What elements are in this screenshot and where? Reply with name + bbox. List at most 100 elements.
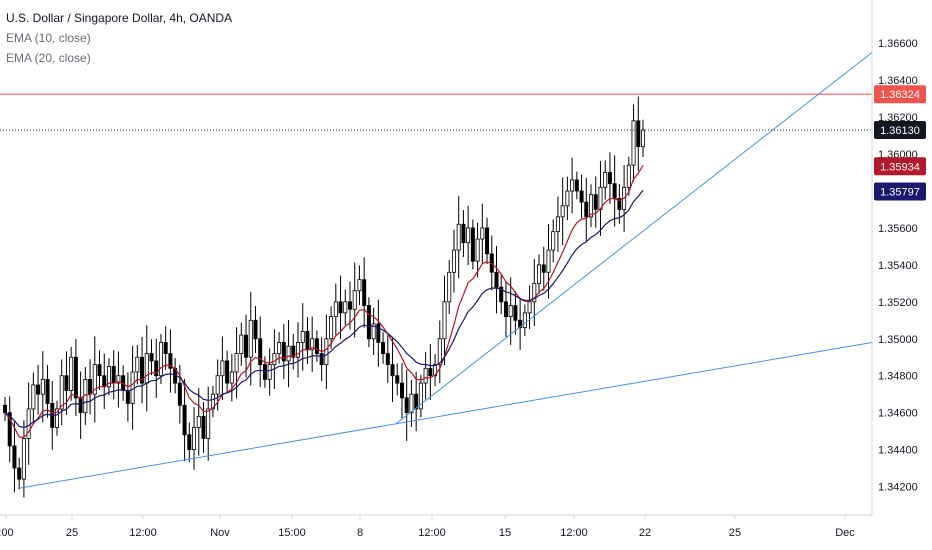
candle-body [31,384,36,410]
candle-body [579,190,584,203]
candle-body [451,249,456,273]
candle-body [40,379,45,395]
candle-body [376,323,381,343]
candle-body [144,353,149,384]
candle-body [92,364,97,395]
x-tick-label: Dec [835,527,855,539]
candle-body [106,366,111,388]
candle-body [229,371,234,384]
candle-body [192,427,197,450]
candle-body [187,434,192,450]
candle-body [135,356,140,373]
upper-trendline[interactable] [395,52,873,425]
ema20-tag [874,182,926,201]
candle-body [210,393,215,410]
ema10-tag-label: 1.35934 [880,161,920,173]
plot-area[interactable] [3,96,646,498]
candle-body [111,366,116,384]
candle-body [163,342,168,354]
candle-body [626,164,631,188]
candle-body [154,360,159,377]
candle-body [371,323,376,340]
x-tick-label: 12:00 [560,527,588,539]
candle-body [399,382,404,399]
symbol-title[interactable]: U.S. Dollar / Singapore Dollar, 4h, OAND… [6,11,233,25]
last-price-tag-label: 1.36130 [880,125,920,137]
candle-body [201,415,206,439]
candle-body [414,393,419,410]
candle-body [324,338,329,366]
y-tick-label: 1.36600 [878,38,918,50]
x-tick-label: :00 [0,527,14,539]
candle-body [456,223,461,251]
ema20-tag-label: 1.35797 [880,187,920,199]
chart-legend: U.S. Dollar / Singapore Dollar, 4h, OAND… [6,8,232,68]
candle-body [537,264,542,284]
candle-body [140,356,145,384]
candle-body [296,342,301,358]
candle-body [196,415,201,428]
time-axis[interactable]: :00 25 12:00 Nov 15:00 8 12:00 15 12:00 22 25 Dec [0,515,855,539]
candle-body [17,467,22,480]
candle-body [603,172,608,188]
candle-body [437,338,442,366]
candle-body [78,397,83,414]
candle-body [617,197,622,210]
candle-body [607,172,612,185]
candle-body [423,367,428,384]
x-tick-label: 15 [499,527,511,539]
candle-body [225,360,230,384]
y-tick-label: 1.34200 [878,482,918,494]
ema20-line[interactable] [4,189,644,429]
y-tick-label: 1.34400 [878,445,918,457]
candle-body [319,353,324,366]
candle-body [267,364,272,380]
candle-body [508,305,513,318]
candle-body [300,330,305,343]
candle-body [310,338,315,351]
candle-body [418,382,423,410]
candle-body [333,301,338,318]
candle-body [291,345,296,358]
candle-body [206,408,211,439]
candle-body [485,227,490,255]
candle-body [234,353,239,373]
resistance-tag [874,85,926,104]
x-tick-label: Nov [210,527,230,539]
ema10-legend[interactable]: EMA (10, close) [6,31,91,45]
y-tick-label: 1.35600 [878,223,918,235]
candle-body [475,238,480,262]
candle-body [253,319,258,340]
candle-body [59,375,64,410]
ema10-line[interactable] [4,165,644,438]
ema20-legend[interactable]: EMA (20, close) [6,51,91,65]
candle-body [366,305,371,340]
candle-body [102,375,107,388]
candle-body [69,356,74,391]
candle-body [343,301,348,314]
candle-body [555,216,560,233]
candle-body [54,408,59,428]
trend-lines [0,52,873,489]
candle-body [149,353,154,362]
candle-body [12,445,17,469]
candle-body [641,129,646,148]
candle-body [258,338,263,366]
candle-body [347,301,352,310]
candle-body [281,342,286,362]
lower-trendline[interactable] [17,341,873,489]
candle-body [612,183,617,199]
candle-body [470,227,475,262]
candle-body [518,319,523,329]
candle-body [522,312,527,329]
candle-body [168,353,173,369]
candle-body [385,353,390,366]
candle-body [116,375,121,384]
candle-body [177,382,182,406]
candle-body [499,286,504,303]
candle-body [215,375,220,395]
x-tick-label: 15:00 [278,527,306,539]
price-axis[interactable]: 1.366001.364001.362001.360001.358001.356… [878,38,918,493]
candle-body [404,397,409,414]
